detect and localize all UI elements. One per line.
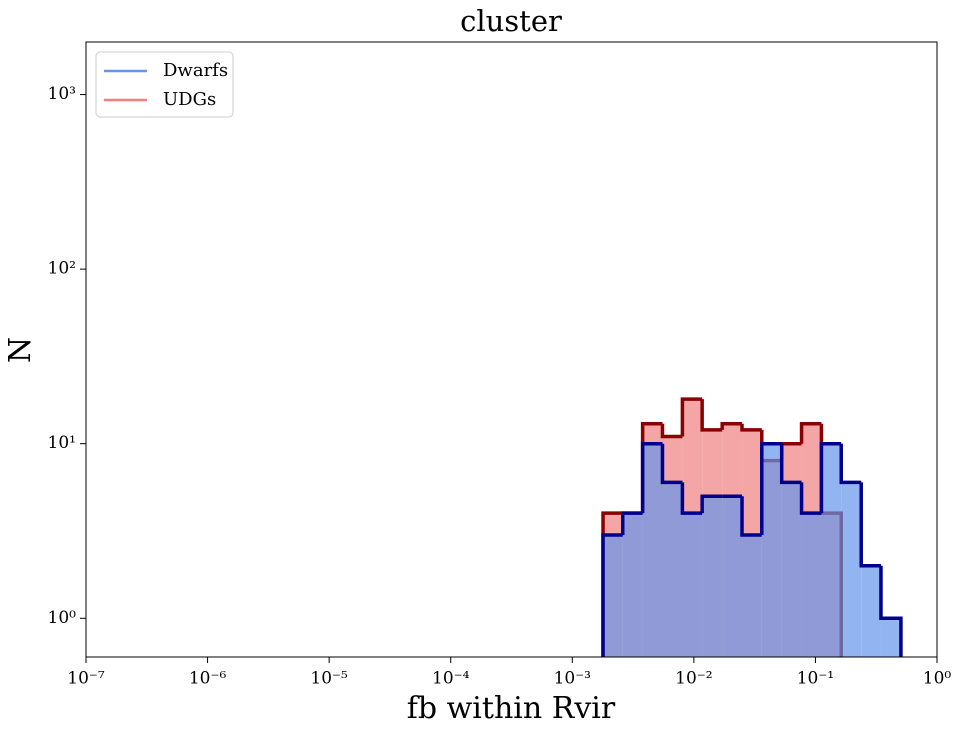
histogram-outline xyxy=(700,494,723,514)
legend-label: UDGs xyxy=(163,89,216,110)
histogram-outline xyxy=(700,399,723,432)
y-tick-label: 10² xyxy=(48,259,76,279)
histogram-outline xyxy=(779,443,802,485)
histogram-bar xyxy=(682,513,703,657)
axes: 10⁻⁷ 10⁻⁶ 10⁻⁵ 10⁻⁴ 10⁻³ 10⁻² 10⁻¹ 10⁰ 10⁰ 10¹ 10²… xyxy=(48,41,952,689)
histogram-bar xyxy=(861,565,881,657)
histogram-outline xyxy=(819,441,842,514)
plot-area xyxy=(601,397,903,657)
y-tick-label: 10⁰ xyxy=(48,608,77,628)
plot-frame xyxy=(85,41,938,658)
histogram-outline xyxy=(660,423,683,439)
histogram-outline xyxy=(740,496,762,537)
histogram-bar xyxy=(722,496,743,657)
histogram-bar xyxy=(781,482,802,657)
x-tick-label: 10⁻² xyxy=(675,669,712,689)
histogram-outline xyxy=(680,397,703,437)
legend: Dwarfs UDGs xyxy=(95,51,234,118)
histogram-bar xyxy=(662,482,683,657)
x-tick-label: 10⁻⁶ xyxy=(189,669,227,689)
y-tick-label: 10³ xyxy=(48,84,76,104)
histogram-bar xyxy=(880,618,901,657)
histogram-outline xyxy=(720,422,743,430)
x-tick-label: 10⁻⁵ xyxy=(310,669,348,689)
histogram-outline xyxy=(660,443,683,485)
x-tick-label: 10⁻⁷ xyxy=(67,669,105,689)
y-tick-label: 10¹ xyxy=(48,433,76,453)
histogram-bar xyxy=(642,443,663,657)
histogram-outline xyxy=(799,422,822,444)
x-tick-label: 10⁻¹ xyxy=(797,669,834,689)
x-tick-label: 10⁻³ xyxy=(554,669,591,689)
legend-label: Dwarfs xyxy=(163,60,228,81)
histogram-outline xyxy=(760,441,782,535)
histogram-outline xyxy=(620,511,643,535)
histogram-bar xyxy=(742,534,762,657)
histogram-bar xyxy=(801,513,822,657)
y-axis-label: N xyxy=(3,337,38,363)
histogram-outline xyxy=(680,482,703,515)
histogram-bar xyxy=(761,443,782,657)
histogram-outline xyxy=(640,441,663,514)
histogram-outline xyxy=(879,565,903,657)
x-tick-label: 10⁰ xyxy=(923,669,952,689)
histogram-bar xyxy=(821,443,842,657)
histogram-outline xyxy=(799,482,822,515)
histogram-outline xyxy=(839,443,862,485)
x-axis-label: fb within Rvir xyxy=(407,691,616,726)
histogram-outline xyxy=(601,533,623,657)
histogram-bar xyxy=(841,482,862,657)
histogram-outline xyxy=(859,482,881,568)
histogram-outline xyxy=(740,423,762,432)
histogram-bar xyxy=(702,496,723,657)
histogram-bar xyxy=(622,513,643,657)
x-tick-label: 10⁻⁴ xyxy=(432,669,470,689)
histogram-bar xyxy=(603,534,623,657)
chart-title: cluster xyxy=(460,4,562,38)
